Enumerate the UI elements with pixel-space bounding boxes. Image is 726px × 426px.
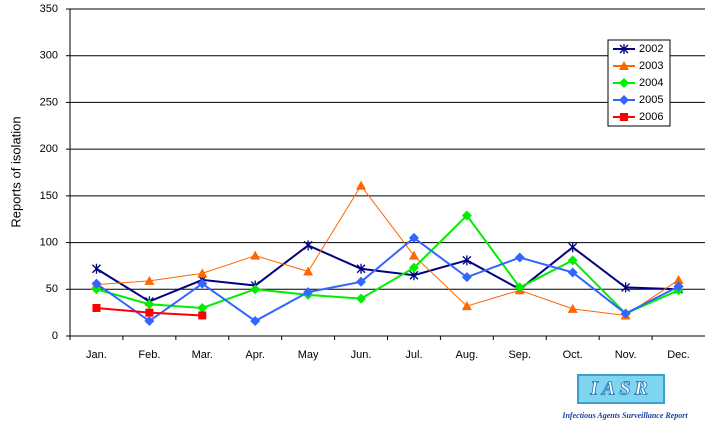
marker — [91, 284, 102, 295]
x-tick-label: Oct. — [563, 349, 583, 361]
legend-label: 2006 — [639, 111, 663, 123]
x-tick-label: Nov. — [615, 349, 637, 361]
marker — [673, 281, 684, 292]
x-tick-label: Jun. — [351, 349, 372, 361]
x-tick-label: Dec. — [667, 349, 690, 361]
y-axis-label: Reports of isolation — [8, 116, 23, 227]
marker — [198, 311, 207, 320]
y-tick-label: 200 — [40, 143, 58, 155]
x-tick-label: Jan. — [86, 349, 107, 361]
marker — [91, 278, 102, 289]
legend-label: 2005 — [639, 94, 663, 106]
marker — [461, 210, 472, 221]
marker — [250, 284, 261, 295]
marker — [408, 262, 419, 273]
logo-box — [577, 374, 665, 404]
x-tick-label: Apr. — [245, 349, 265, 361]
marker — [567, 303, 578, 313]
marker — [303, 266, 314, 276]
logo-subtitle: Infectious Agents Surveillance Report — [561, 411, 688, 420]
x-tick-label: Sep. — [508, 349, 531, 361]
marker — [621, 282, 631, 293]
logo-text: IASR — [589, 378, 652, 400]
marker — [145, 308, 154, 317]
y-tick-label: 100 — [40, 236, 58, 248]
marker — [250, 250, 261, 260]
legend-label: 2002 — [639, 43, 663, 55]
y-tick-label: 50 — [46, 283, 58, 295]
marker — [303, 240, 313, 251]
x-tick-label: Aug. — [456, 349, 479, 361]
marker — [568, 242, 578, 253]
marker — [356, 293, 367, 304]
marker — [197, 278, 208, 289]
marker — [356, 180, 367, 190]
marker — [567, 255, 578, 266]
y-tick-label: 350 — [40, 3, 58, 15]
marker — [144, 299, 155, 310]
marker — [303, 287, 314, 298]
marker — [619, 44, 629, 54]
marker — [620, 113, 628, 121]
x-tick-label: May — [298, 349, 319, 361]
marker — [356, 276, 367, 287]
x-tick-label: Jul. — [405, 349, 422, 361]
marker — [144, 316, 155, 327]
marker — [567, 267, 578, 278]
marker — [461, 272, 472, 283]
marker — [619, 61, 629, 70]
series-line — [95, 244, 679, 303]
marker — [673, 274, 684, 284]
legend-label: 2004 — [639, 77, 663, 89]
marker — [462, 255, 472, 266]
y-tick-label: 300 — [40, 50, 58, 62]
marker — [461, 301, 472, 311]
marker — [197, 302, 208, 313]
marker — [514, 252, 525, 263]
marker — [356, 263, 366, 274]
marker — [91, 263, 101, 274]
marker — [619, 78, 629, 88]
marker — [620, 308, 631, 319]
marker — [144, 275, 155, 285]
marker — [619, 95, 629, 105]
series-line — [95, 236, 679, 323]
series-line — [96, 184, 679, 316]
y-tick-label: 250 — [40, 96, 58, 108]
x-tick-label: Mar. — [192, 349, 213, 361]
marker — [514, 282, 525, 293]
marker — [197, 268, 208, 278]
marker — [92, 303, 101, 312]
y-tick-label: 0 — [52, 330, 58, 342]
marker — [408, 232, 419, 243]
legend-label: 2003 — [639, 60, 663, 72]
x-tick-label: Feb. — [138, 349, 160, 361]
marker — [250, 316, 261, 327]
marker — [408, 250, 419, 260]
series-line — [96, 213, 679, 315]
y-tick-label: 150 — [40, 190, 58, 202]
